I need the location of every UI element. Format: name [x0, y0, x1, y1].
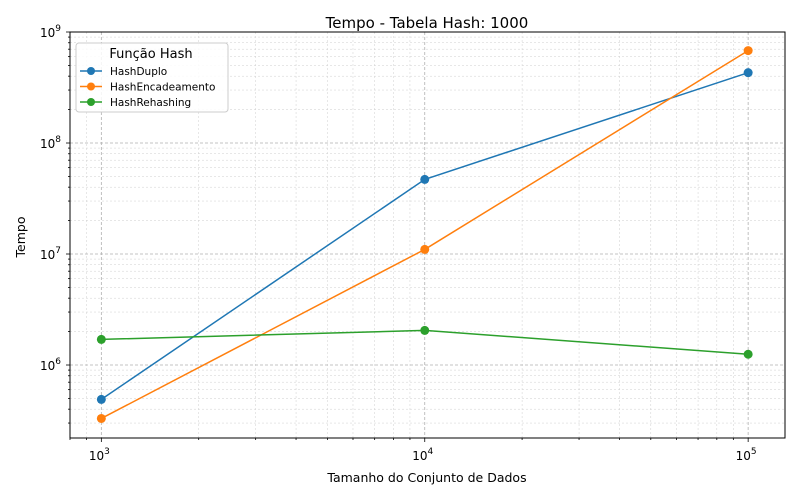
legend-label: HashDuplo — [110, 66, 167, 78]
x-tick-base: 10 — [736, 449, 751, 463]
series-HashDuplo — [96, 68, 753, 404]
data-point — [420, 325, 430, 335]
y-tick-label: 106 — [40, 357, 61, 373]
legend-label: HashRehashing — [110, 97, 191, 109]
series-lines — [96, 46, 753, 423]
data-point — [96, 394, 106, 404]
legend-title: Função Hash — [109, 47, 192, 62]
x-axis-label: Tamanho do Conjunto de Dados — [326, 470, 526, 485]
plot-frame — [69, 31, 786, 439]
y-tick-exponent: 6 — [55, 357, 61, 367]
chart-title: Tempo - Tabela Hash: 1000 — [325, 14, 529, 32]
y-tick-exponent: 7 — [55, 246, 61, 256]
data-point — [743, 349, 753, 359]
y-tick-exponent: 9 — [55, 24, 61, 34]
data-point — [420, 244, 430, 254]
legend-entry: HashDuplo — [80, 66, 167, 78]
legend-entry: HashEncadeamento — [80, 82, 215, 94]
x-tick-label: 105 — [736, 447, 757, 463]
x-tick-exponent: 4 — [428, 447, 434, 457]
legend-marker — [87, 82, 95, 91]
data-point — [96, 413, 106, 423]
y-tick-exponent: 8 — [55, 135, 61, 145]
series-HashEncadeamento — [96, 46, 753, 423]
legend-box — [75, 42, 229, 113]
y-axis-label: Tempo — [13, 217, 28, 259]
legend-marker — [87, 98, 95, 106]
x-tick-label: 103 — [89, 447, 110, 463]
y-tick-label: 109 — [40, 24, 61, 40]
y-tick-label: 108 — [40, 135, 61, 151]
x-tick-base: 10 — [412, 449, 427, 463]
legend-entry: HashRehashing — [80, 97, 191, 109]
data-point — [743, 46, 753, 56]
x-tick-base: 10 — [89, 449, 104, 463]
data-point — [743, 68, 753, 78]
x-tick-exponent: 3 — [104, 447, 110, 457]
x-tick-label: 104 — [412, 447, 433, 463]
data-point — [96, 334, 106, 344]
legend-label: HashEncadeamento — [110, 82, 215, 94]
y-tick-base: 10 — [40, 248, 55, 262]
x-tick-exponent: 5 — [751, 447, 757, 457]
y-tick-base: 10 — [40, 137, 55, 151]
legend-marker — [87, 67, 95, 75]
legend: Função Hash HashDuplo HashEncadeamento Has… — [75, 42, 229, 113]
y-tick-base: 10 — [40, 359, 55, 373]
series-HashRehashing — [96, 325, 753, 359]
data-point — [420, 174, 430, 184]
y-tick-base: 10 — [40, 26, 55, 40]
y-tick-label: 107 — [40, 246, 61, 262]
